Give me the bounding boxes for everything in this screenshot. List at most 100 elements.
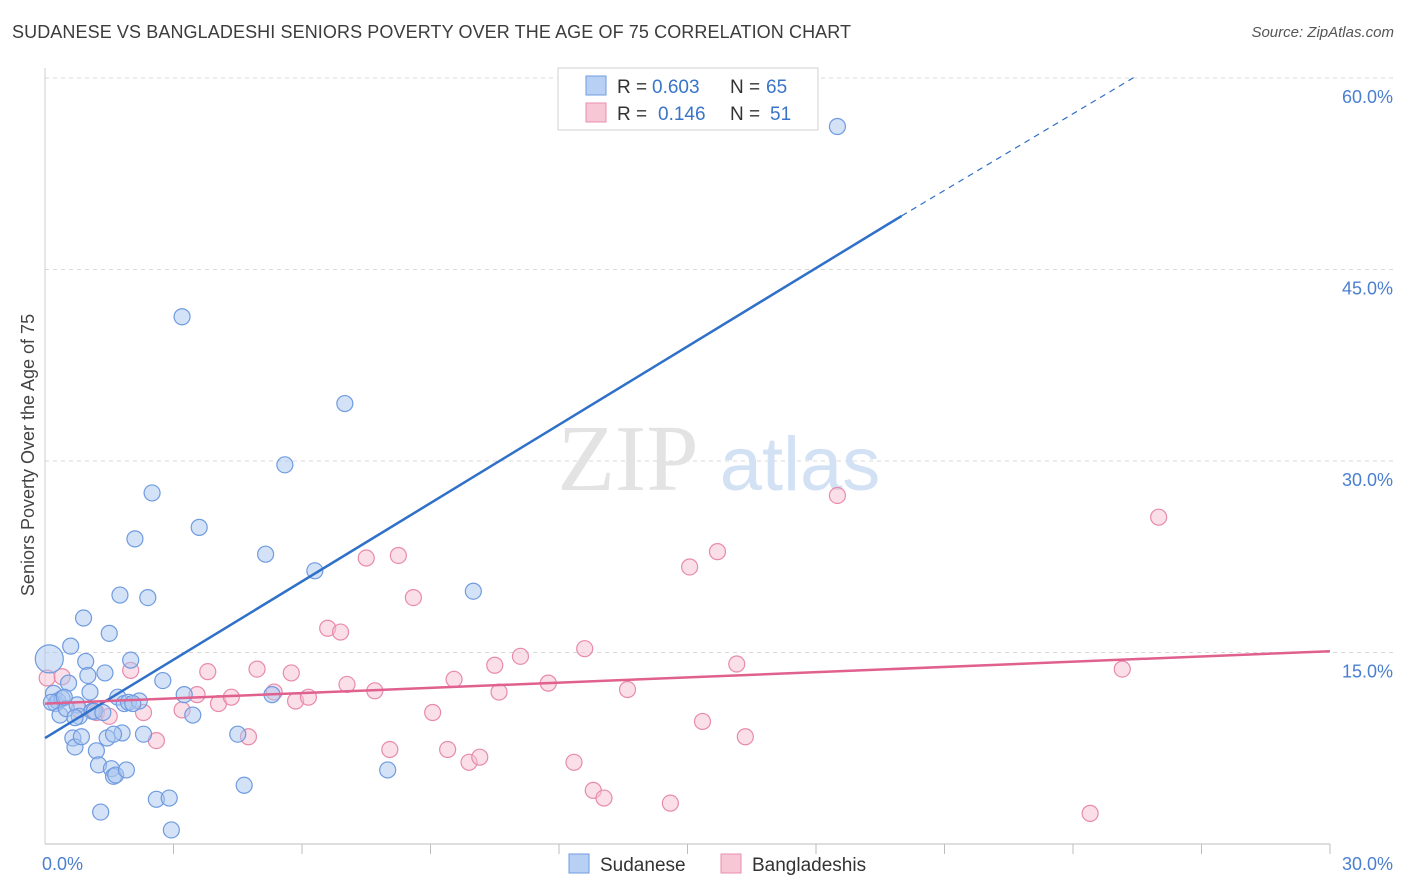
sudanese-point-22: [92, 803, 110, 821]
watermark: ZIP atlas: [558, 407, 881, 511]
sudanese-point-56: [379, 761, 397, 779]
sudanese-trend-line: [44, 214, 903, 740]
sudanese-point-46: [175, 686, 193, 704]
bangladeshis-point-16: [282, 664, 300, 682]
bangladeshis-point-24: [381, 740, 399, 759]
bangladeshis-point-49: [1113, 660, 1131, 678]
legend-n-value-sudanese: 65: [766, 77, 787, 98]
sudanese-point-61: [94, 703, 112, 722]
stats-legend: R = 0.603 N = 65 R = 0.146 N = 51: [557, 67, 819, 131]
sudanese-trend-extension: [901, 74, 1138, 217]
y-tick-label-3: 60.0%: [1342, 87, 1393, 107]
y-axis-label: Seniors Poverty Over the Age of 75: [18, 314, 38, 596]
bottom-legend-label-sudanese: Sudanese: [600, 855, 686, 876]
sudanese-point-15: [77, 652, 95, 671]
bangladeshis-point-25: [389, 546, 407, 565]
trend-lines: [44, 74, 1331, 740]
sudanese-point-60: [55, 688, 73, 706]
sudanese-points: [34, 117, 847, 839]
sudanese-point-16: [79, 666, 97, 685]
bangladeshis-point-44: [708, 543, 727, 561]
bangladeshis-trend-line: [44, 649, 1331, 705]
sudanese-point-44: [162, 821, 180, 839]
sudanese-point-17: [81, 683, 99, 701]
sudanese-point-48: [190, 518, 208, 536]
bangladeshis-point-45: [728, 655, 746, 673]
sudanese-point-43: [160, 789, 178, 807]
bangladeshis-point-22: [357, 549, 375, 567]
bangladeshis-point-26: [404, 589, 422, 607]
bangladeshis-point-20: [331, 623, 350, 641]
sudanese-point-0: [34, 644, 64, 674]
y-tick-label-2: 45.0%: [1342, 279, 1393, 299]
sudanese-point-47: [184, 706, 202, 724]
bangladeshis-point-47: [828, 486, 847, 505]
sudanese-point-63: [124, 694, 142, 713]
sudanese-point-30: [111, 586, 129, 604]
bangladeshis-point-36: [565, 753, 583, 771]
sudanese-point-51: [256, 545, 275, 563]
sudanese-point-14: [74, 609, 93, 627]
sudanese-point-50: [235, 776, 253, 794]
series-legend: Sudanese Bangladeshis: [568, 853, 866, 876]
sudanese-point-35: [122, 651, 140, 669]
bangladeshis-point-41: [661, 794, 679, 812]
bottom-legend-label-bangladeshis: Bangladeshis: [752, 855, 866, 876]
legend-n-label-bangladeshis: N =: [730, 104, 760, 125]
bangladeshis-point-31: [471, 748, 489, 766]
watermark-zip: ZIP: [558, 407, 699, 511]
bangladeshis-point-10: [199, 663, 217, 681]
sudanese-point-42: [154, 671, 172, 690]
legend-n-value-bangladeshis: 51: [770, 104, 791, 125]
x-tick-label-0: 0.0%: [42, 854, 83, 874]
bangladeshis-point-14: [248, 660, 266, 678]
bangladeshis-point-48: [1081, 804, 1099, 822]
sudanese-point-13: [72, 728, 91, 746]
y-tick-label-1: 30.0%: [1342, 470, 1393, 490]
sudanese-point-45: [173, 308, 191, 326]
bottom-legend-swatch-sudanese: [568, 853, 590, 874]
sudanese-point-8: [62, 637, 80, 655]
bangladeshis-point-46: [736, 728, 754, 746]
bangladeshis-point-43: [693, 712, 712, 731]
sudanese-point-40: [143, 484, 161, 502]
bangladeshis-point-39: [595, 789, 613, 807]
bangladeshis-point-28: [439, 740, 457, 759]
sudanese-point-62: [104, 725, 123, 743]
bangladeshis-points: [38, 486, 1168, 822]
sudanese-point-23: [96, 664, 114, 682]
sudanese-point-36: [126, 530, 144, 548]
bangladeshis-point-27: [424, 703, 442, 722]
grid-lines: [45, 77, 1393, 653]
bangladeshis-point-34: [511, 647, 530, 665]
legend-r-label-sudanese: R =: [617, 77, 647, 98]
legend-swatch-sudanese: [585, 75, 607, 96]
sudanese-point-38: [134, 725, 153, 743]
tick-labels: 15.0% 30.0% 45.0% 60.0% 0.0% 30.0%: [42, 87, 1393, 874]
x-tick-label-1: 30.0%: [1342, 854, 1393, 874]
sudanese-point-49: [229, 725, 247, 743]
axes: [44, 68, 1331, 854]
sudanese-point-39: [139, 589, 157, 607]
bangladeshis-point-32: [486, 656, 504, 674]
chart-title: SUDANESE VS BANGLADESHI SENIORS POVERTY …: [12, 22, 852, 42]
sudanese-point-53: [276, 456, 294, 474]
legend-swatch-bangladeshis: [585, 102, 607, 123]
watermark-atlas: atlas: [720, 422, 881, 507]
legend-r-value-bangladeshis: 0.146: [658, 104, 706, 125]
y-tick-label-0: 15.0%: [1342, 662, 1393, 682]
bangladeshis-point-37: [576, 640, 594, 658]
sudanese-point-33: [117, 761, 135, 779]
bangladeshis-point-50: [1150, 508, 1168, 526]
sudanese-point-25: [100, 624, 118, 642]
sudanese-point-55: [336, 394, 354, 413]
legend-r-label-bangladeshis: R =: [617, 104, 647, 125]
bangladeshis-point-29: [445, 670, 463, 688]
sudanese-point-58: [828, 117, 847, 136]
legend-r-value-sudanese: 0.603: [652, 77, 700, 98]
source-label: Source: ZipAtlas.com: [1251, 24, 1394, 41]
sudanese-point-57: [464, 582, 482, 600]
legend-n-label-sudanese: N =: [730, 77, 760, 98]
bangladeshis-point-40: [618, 680, 637, 699]
